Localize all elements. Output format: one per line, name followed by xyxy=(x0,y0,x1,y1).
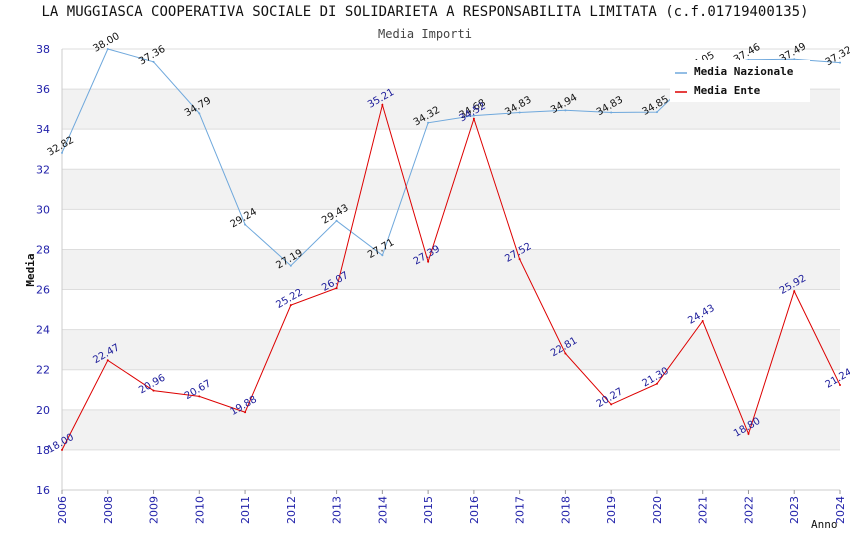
x-tick-label: 2024 xyxy=(834,496,847,524)
x-tick-label: 2014 xyxy=(376,496,389,524)
y-tick-label: 36 xyxy=(36,83,50,96)
legend-label-media-ente: Media Ente xyxy=(694,84,761,97)
data-label-media-nazionale: 32.82 xyxy=(46,135,76,159)
y-axis-label: Media xyxy=(24,253,37,286)
legend-label-media-nazionale: Media Nazionale xyxy=(694,65,794,78)
x-axis-label: Anno xyxy=(811,518,838,531)
data-label-media-nazionale: 29.24 xyxy=(229,207,259,231)
data-point-media-ente xyxy=(244,411,247,414)
x-tick-label: 2016 xyxy=(468,496,481,524)
data-point-media-ente xyxy=(518,258,521,261)
x-tick-label: 2011 xyxy=(239,496,252,524)
data-point-media-ente xyxy=(152,389,155,392)
chart-title: LA MUGGIASCA COOPERATIVA SOCIALE DI SOLI… xyxy=(41,4,809,20)
y-tick-label: 38 xyxy=(36,43,50,56)
data-point-media-nazionale xyxy=(655,111,658,114)
y-tick-label: 32 xyxy=(36,163,50,176)
y-tick-label: 34 xyxy=(36,123,50,136)
x-tick-label: 2009 xyxy=(148,496,161,524)
data-label-media-nazionale: 37.32 xyxy=(824,45,850,69)
x-tick-label: 2021 xyxy=(697,496,710,524)
y-tick-label: 28 xyxy=(36,243,50,256)
data-point-media-ente xyxy=(335,287,338,290)
data-point-media-ente xyxy=(793,290,796,293)
data-point-media-ente xyxy=(106,359,109,362)
data-point-media-nazionale xyxy=(610,111,613,114)
data-point-media-nazionale xyxy=(427,121,430,124)
x-tick-label: 2008 xyxy=(102,496,115,524)
data-point-media-nazionale xyxy=(518,111,521,114)
x-tick-label: 2013 xyxy=(331,496,344,524)
data-point-media-ente xyxy=(564,352,567,355)
data-point-media-nazionale xyxy=(152,60,155,63)
chart-subtitle: Media Importi xyxy=(378,27,472,41)
legend-box xyxy=(670,60,810,102)
data-point-media-ente xyxy=(701,320,704,323)
x-tick-label: 2018 xyxy=(559,496,572,524)
x-tick-label: 2023 xyxy=(788,496,801,524)
data-label-media-ente: 20.96 xyxy=(137,372,167,396)
data-point-media-ente xyxy=(61,448,63,451)
data-point-media-nazionale xyxy=(244,223,247,226)
grid-band xyxy=(62,329,840,370)
grid-band xyxy=(62,249,840,290)
x-tick-label: 2019 xyxy=(605,496,618,524)
grid-band xyxy=(62,409,840,450)
data-point-media-ente xyxy=(381,103,384,106)
data-label-media-ente: 21.24 xyxy=(824,367,850,391)
x-tick-label: 2006 xyxy=(56,496,69,524)
data-point-media-nazionale xyxy=(472,114,475,117)
data-point-media-nazionale xyxy=(289,264,292,267)
data-point-media-nazionale xyxy=(381,254,384,257)
y-tick-label: 22 xyxy=(36,364,50,377)
data-point-media-nazionale xyxy=(106,48,109,50)
data-point-media-nazionale xyxy=(564,109,567,112)
data-point-media-nazionale xyxy=(198,112,201,115)
y-tick-label: 24 xyxy=(36,324,50,337)
y-tick-label: 16 xyxy=(36,484,50,497)
data-point-media-ente xyxy=(427,260,430,263)
y-tick-label: 26 xyxy=(36,284,50,297)
x-tick-label: 2022 xyxy=(742,496,755,524)
data-point-media-ente xyxy=(747,432,750,435)
x-tick-label: 2012 xyxy=(285,496,298,524)
x-tick-label: 2015 xyxy=(422,496,435,524)
data-point-media-ente xyxy=(839,383,841,386)
legend: Media Nazionale Media Ente xyxy=(670,60,810,102)
data-label-media-ente: 20.27 xyxy=(595,386,625,410)
data-point-media-ente xyxy=(472,117,475,120)
series-line-media-ente xyxy=(61,102,841,451)
data-point-media-nazionale xyxy=(335,219,338,222)
x-tick-label: 2017 xyxy=(514,496,527,524)
data-point-media-nazionale xyxy=(839,61,841,64)
data-point-media-ente xyxy=(198,395,201,398)
data-point-media-nazionale xyxy=(61,151,63,154)
data-label-media-ente: 20.67 xyxy=(183,378,213,402)
grid-bands xyxy=(62,89,840,450)
data-label-media-nazionale: 37.36 xyxy=(137,44,167,68)
data-point-media-nazionale xyxy=(793,58,796,61)
y-tick-label: 30 xyxy=(36,203,50,216)
data-point-media-ente xyxy=(610,403,613,406)
x-tick-label: 2020 xyxy=(651,496,664,524)
data-point-media-ente xyxy=(655,382,658,385)
x-tick-label: 2010 xyxy=(193,496,206,524)
y-tick-label: 20 xyxy=(36,404,50,417)
y-tick-label: 18 xyxy=(36,444,50,457)
data-point-media-ente xyxy=(289,304,292,307)
data-label-media-ente: 18.00 xyxy=(46,432,76,456)
